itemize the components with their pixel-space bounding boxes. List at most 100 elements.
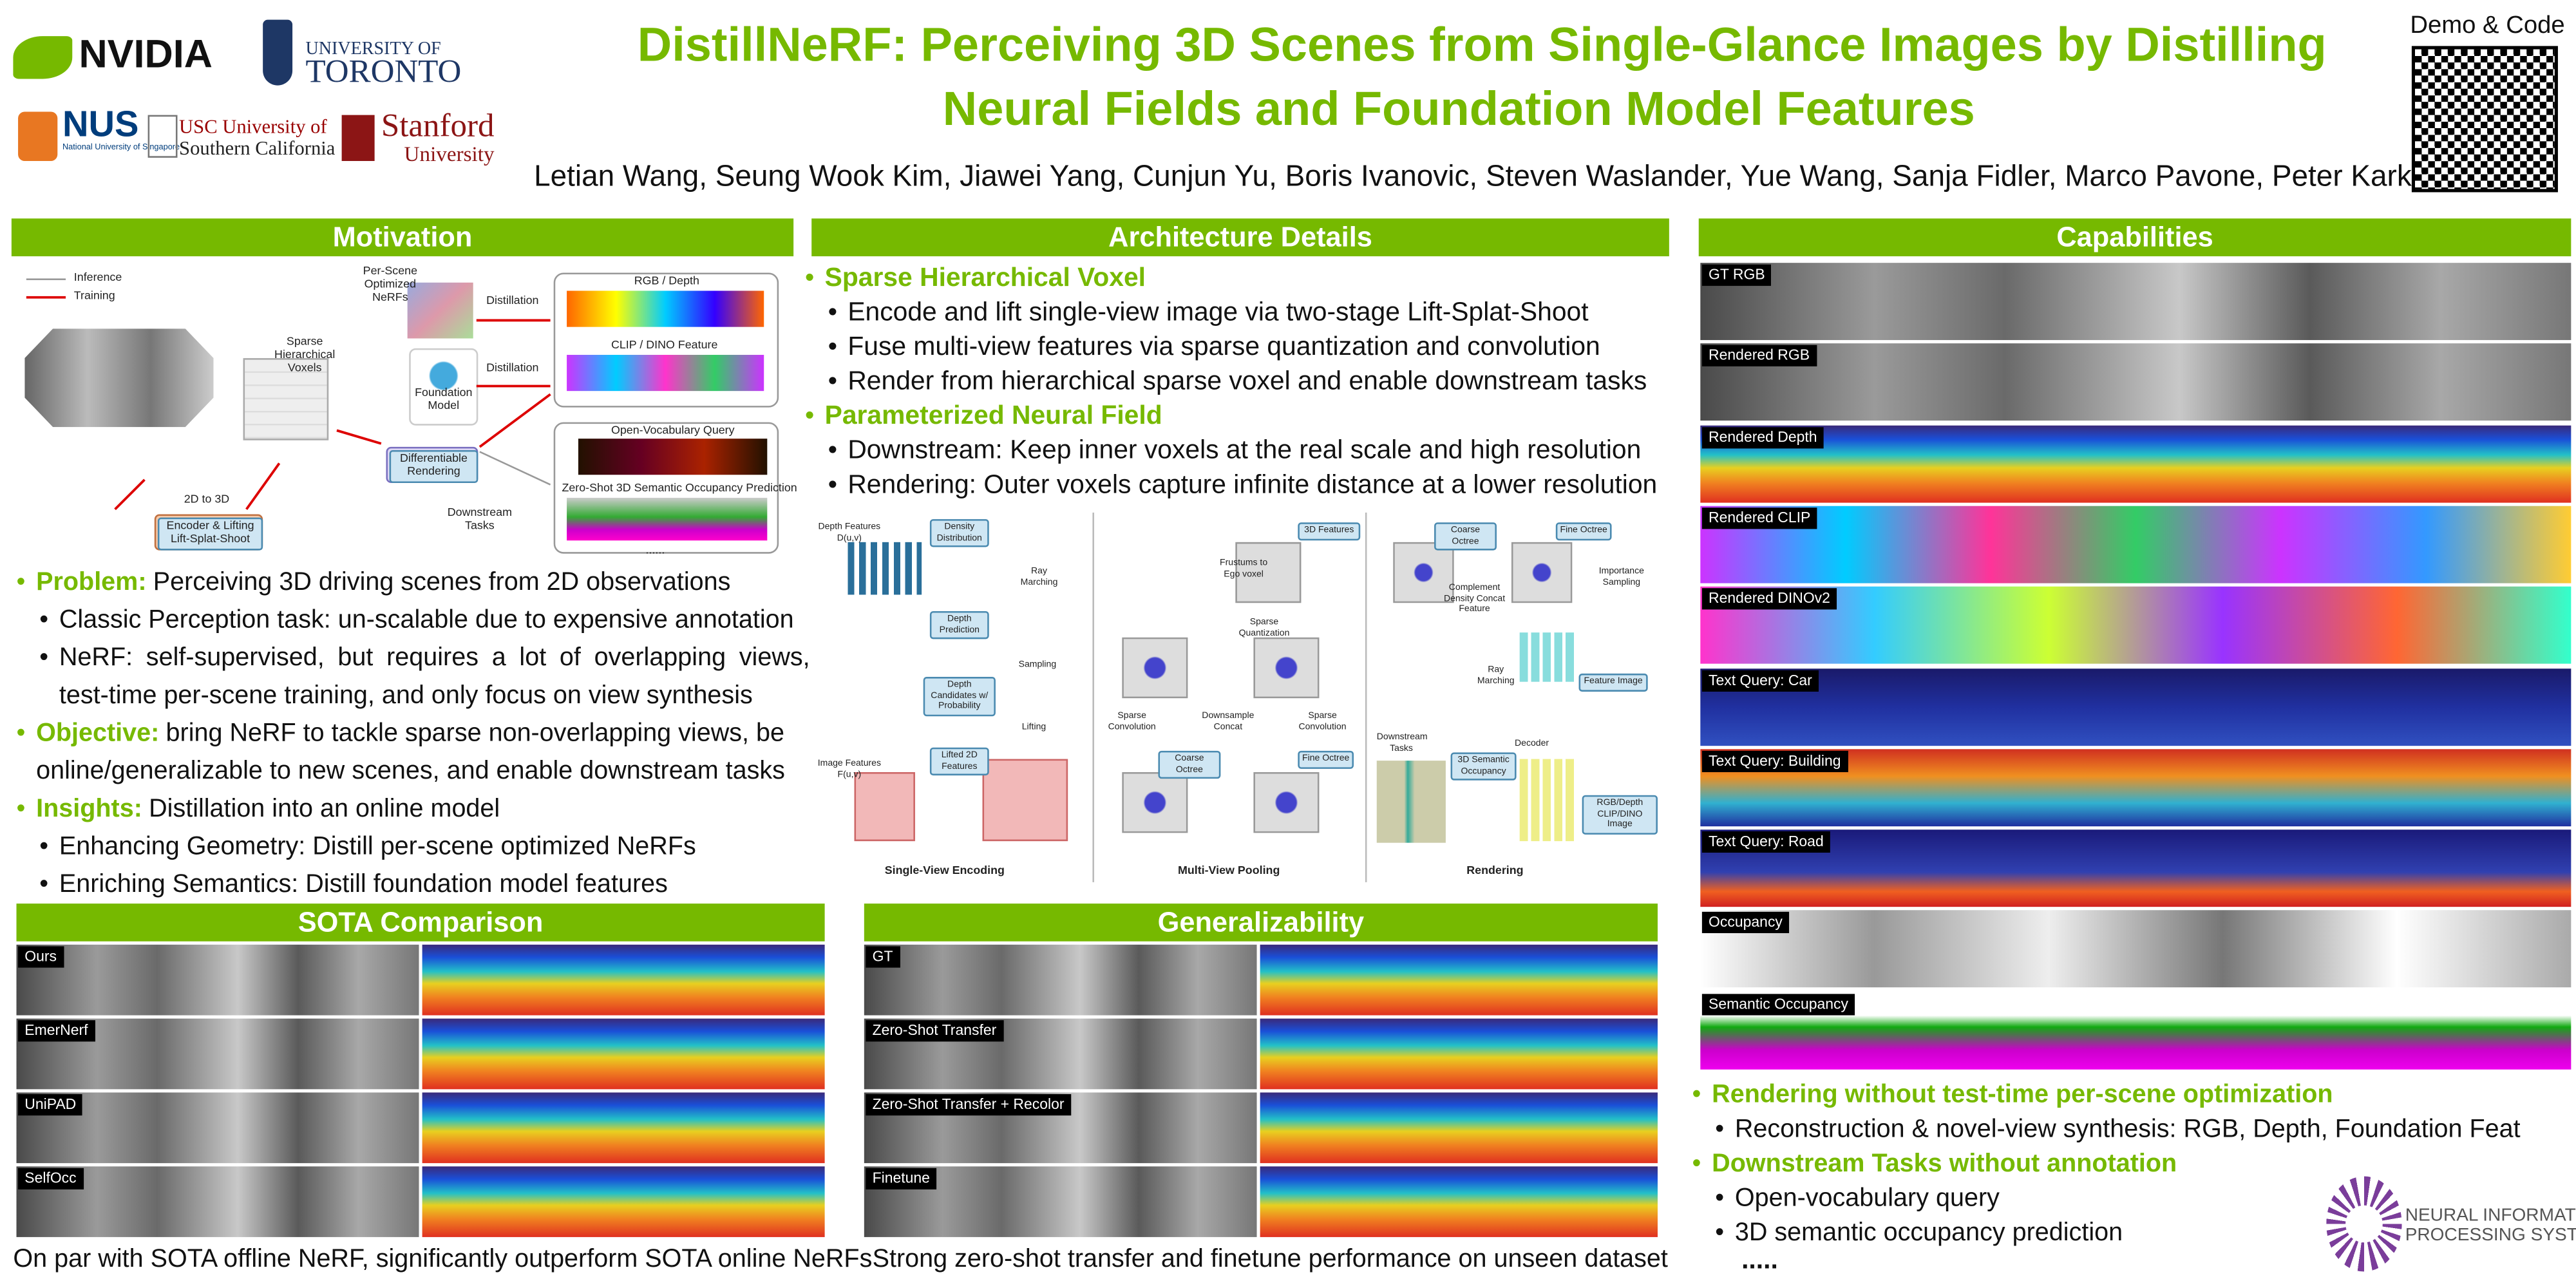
voxel-block [1235, 542, 1302, 603]
voxel-cube [243, 358, 329, 440]
image-label: Rendered DINOv2 [1701, 588, 1837, 610]
figure-label: Foundation Model [415, 388, 473, 413]
feature-planes [1519, 632, 1577, 682]
voxel-block [1122, 637, 1188, 699]
image-label: UniPAD [18, 1094, 83, 1116]
section-heading: SOTA Comparison [16, 904, 825, 942]
figure-label: Inference [73, 272, 122, 285]
image-label: Zero-Shot Transfer + Recolor [866, 1094, 1071, 1116]
bullet-list: Sparse Hierarchical Voxel Encode and lift… [805, 261, 1667, 503]
figure-label: Frustums to Ego voxel [1220, 558, 1268, 580]
nus-logo: NUS [62, 103, 139, 145]
depth-image [422, 944, 825, 1016]
sub-bullet: Classic Perception task: un-scalable due… [17, 601, 810, 639]
sota-divider [419, 944, 424, 1241]
qr-code[interactable] [2411, 46, 2558, 193]
sub-bullet: Rendering: Outer voxels capture infinite… [805, 468, 1667, 503]
sub-bullet: Reconstruction & novel-view synthesis: R… [1692, 1112, 2576, 1147]
figure-label: Coarse Octree [1158, 750, 1221, 779]
sub-bullet: Open-vocabulary query [1692, 1181, 2576, 1216]
capability-image [1700, 506, 2571, 583]
bullet-point: Problem:Perceiving 3D driving scenes fro… [17, 564, 810, 601]
figure-label: Downstream Tasks [1376, 732, 1428, 753]
figure-label: Ray Marching [1020, 567, 1058, 587]
authors: Letian Wang, Seung Wook Kim, Jiawei Yang… [534, 159, 2443, 193]
figure-label: Encoder & Lifting Lift-Splat-Shoot [157, 517, 263, 551]
figure-label: Zero-Shot 3D Semantic Occupancy Predicti… [562, 482, 797, 495]
figure-label: Depth Features D(u,v) [818, 522, 881, 544]
toronto-logo: TORONTO [305, 54, 462, 91]
stanford-logo: Stanford [381, 108, 495, 145]
image-label: Zero-Shot Transfer [866, 1020, 1003, 1042]
panel-caption: Rendering [1466, 866, 1524, 878]
figure-label: ...... [645, 545, 665, 557]
image-label: Text Query: Building [1701, 750, 1848, 772]
figure-label: Sparse Hierarchical Voxels [274, 336, 336, 375]
bullet-text: bring NeRF to tackle sparse non-overlapp… [36, 719, 785, 786]
image-label: Rendered Depth [1701, 426, 1824, 448]
figure-label: Complement Density Concat Feature [1443, 583, 1506, 615]
depth-image [422, 1166, 825, 1237]
usc-logo: USC University of [179, 115, 327, 138]
nus-crest [18, 111, 58, 161]
sub-bullet: Encode and lift single-view image via tw… [805, 296, 1667, 330]
figure-label: RGB/Depth CLIP/DINO Image [1582, 795, 1658, 834]
image-label: Text Query: Car [1701, 669, 1819, 691]
section-heading: Architecture Details [811, 218, 1669, 256]
surround-view [24, 328, 214, 428]
depth-image [1260, 1018, 1658, 1090]
bullet-lead: Parameterized Neural Field [824, 402, 1162, 431]
figure-label: Downsample Concat [1202, 711, 1255, 732]
bullet-lead: Objective: [36, 719, 160, 748]
figure-label: 3D Features [1298, 522, 1361, 540]
clip-strip [567, 355, 764, 392]
sub-bullet: Render from hierarchical sparse voxel an… [805, 365, 1667, 399]
occ-strip [567, 497, 768, 541]
depth-image [1260, 1166, 1658, 1237]
voxel-block [1253, 637, 1320, 699]
panel-caption: Single-View Encoding [884, 866, 1005, 878]
stanford-logo: University [404, 141, 495, 166]
figure-label: Distillation [486, 363, 539, 375]
image-label: Semantic Occupancy [1701, 993, 1855, 1015]
depth-bars [848, 542, 922, 595]
bullet-list: Rendering without test-time per-scene op… [1692, 1077, 2576, 1250]
section-heading: Capabilities [1698, 218, 2571, 256]
panel-divider [1092, 512, 1094, 882]
figure-label: Fine Octree [1298, 750, 1354, 768]
depth-image [1260, 1092, 1658, 1164]
image-label: GT [866, 946, 900, 968]
bullet-point: Objective:bring NeRF to tackle sparse no… [17, 715, 810, 790]
panel-caption: Multi-View Pooling [1177, 866, 1280, 878]
caption: Strong zero-shot transfer and finetune p… [872, 1245, 1668, 1274]
voxel-block [1253, 772, 1320, 833]
figure-label: Density Distribution [929, 519, 989, 547]
figure-label: Fine Octree [1555, 522, 1612, 540]
sub-bullet: Enhancing Geometry: Distill per-scene op… [17, 828, 810, 866]
voxel-block [1511, 542, 1573, 603]
frustum [982, 759, 1068, 842]
image-feature [854, 772, 915, 842]
figure-label: 3D Semantic Occupancy [1450, 752, 1517, 781]
figure-label: Feature Image [1578, 673, 1648, 691]
image-label: Text Query: Road [1701, 831, 1830, 853]
voxel-block [1122, 772, 1188, 833]
image-label: SelfOcc [18, 1168, 83, 1189]
capability-image [1700, 424, 2571, 502]
section-heading: Generalizability [864, 904, 1658, 942]
toronto-crest [263, 19, 293, 86]
bullet-point: Insights:Distillation into an online mod… [17, 790, 810, 828]
depth-strip [567, 290, 764, 327]
bullet-point: Sparse Hierarchical Voxel [805, 261, 1667, 296]
depth-image [422, 1018, 825, 1090]
panel-divider [1365, 512, 1367, 882]
image-label: Occupancy [1701, 912, 1790, 934]
figure-label: Sparse Convolution [1298, 711, 1347, 732]
query-strip [578, 439, 768, 475]
sub-bullet: Downstream: Keep inner voxels at the rea… [805, 433, 1667, 468]
title: Neural Fields and Foundation Model Featu… [942, 84, 1975, 137]
image-label: Rendered RGB [1701, 345, 1817, 367]
capability-image [1700, 829, 2571, 907]
